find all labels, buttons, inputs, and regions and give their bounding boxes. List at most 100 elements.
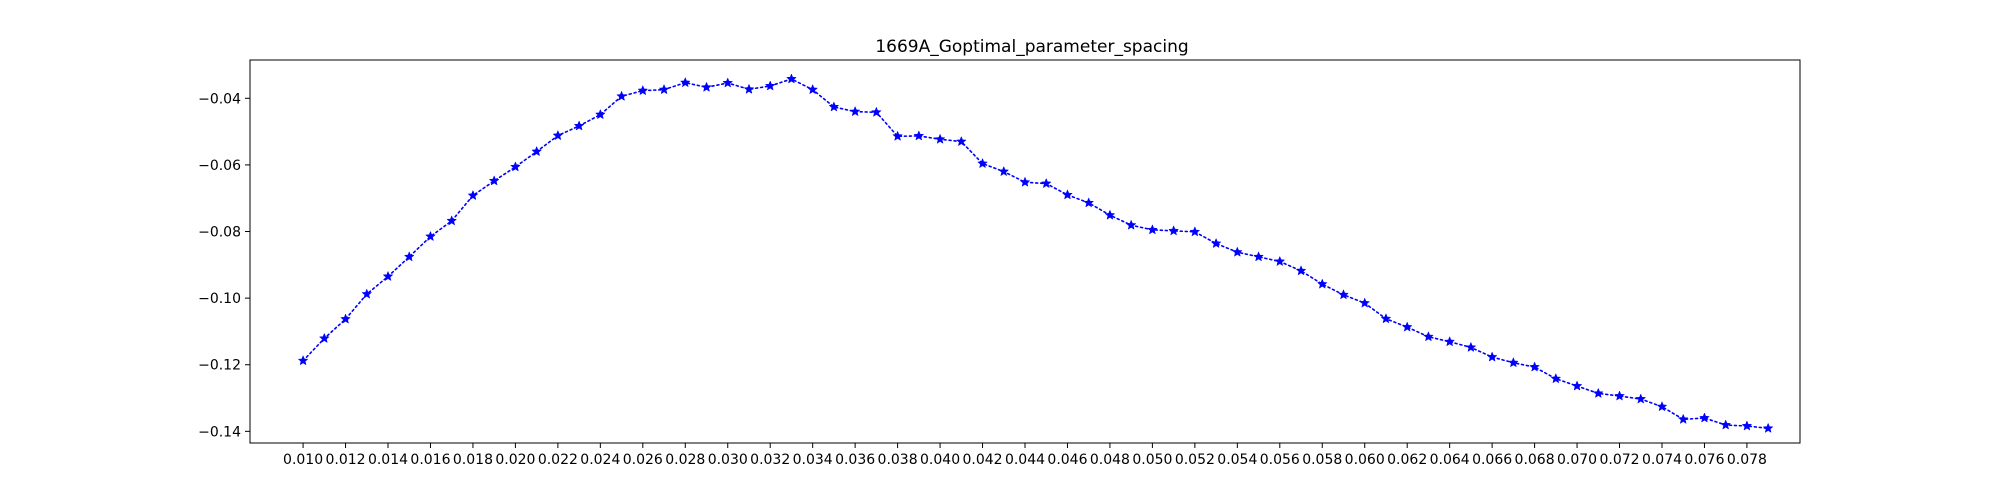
x-tick-label: 0.052	[1175, 452, 1215, 468]
data-point	[637, 84, 649, 96]
data-point	[1359, 297, 1371, 308]
x-tick-label: 0.022	[538, 452, 578, 468]
data-point	[1231, 246, 1243, 257]
x-tick-label: 0.070	[1557, 452, 1597, 468]
data-point	[531, 145, 543, 157]
x-tick-label: 0.064	[1430, 452, 1470, 468]
data-point	[1040, 177, 1052, 189]
data-point	[658, 83, 670, 95]
x-tick-label: 0.066	[1472, 452, 1512, 468]
x-tick-label: 0.074	[1642, 452, 1682, 468]
data-point	[1062, 189, 1073, 200]
x-tick-label: 0.050	[1132, 452, 1172, 468]
data-point	[573, 120, 585, 131]
y-tick-label: −0.12	[198, 358, 241, 374]
data-point	[446, 215, 458, 226]
data-point	[701, 81, 712, 92]
x-tick-label: 0.058	[1302, 452, 1342, 468]
data-point	[1507, 357, 1519, 368]
data-point	[1019, 176, 1031, 187]
data-point	[1274, 255, 1286, 267]
y-tick-label: −0.06	[198, 158, 241, 174]
data-point	[934, 133, 946, 144]
x-tick-label: 0.048	[1090, 452, 1130, 468]
data-point	[892, 130, 903, 141]
data-point	[1592, 387, 1604, 398]
x-tick-label: 0.042	[962, 452, 1002, 468]
y-tick-label: −0.14	[198, 424, 241, 440]
x-tick-label: 0.032	[750, 452, 790, 468]
x-tick-label: 0.016	[410, 452, 450, 468]
data-point	[1168, 225, 1180, 236]
data-point	[1401, 321, 1413, 332]
x-tick-label: 0.068	[1515, 452, 1555, 468]
data-point	[1444, 336, 1456, 347]
data-point	[1720, 419, 1732, 430]
x-tick-label: 0.038	[878, 452, 918, 468]
chart-title: 1669A_Goptimal_parameter_spacing	[875, 37, 1188, 57]
y-tick-label: −0.10	[198, 291, 241, 307]
series-line	[302, 78, 1769, 430]
data-point	[1529, 361, 1540, 372]
data-point	[467, 189, 479, 201]
x-tick-label: 0.040	[920, 452, 960, 468]
x-tick-label: 0.078	[1727, 452, 1767, 468]
data-point	[318, 332, 330, 344]
x-tick-label: 0.018	[453, 452, 493, 468]
data-point	[1550, 373, 1562, 384]
data-point	[1253, 251, 1264, 262]
x-tick-label: 0.034	[793, 452, 833, 468]
data-point	[1614, 390, 1625, 401]
data-point	[1338, 289, 1349, 300]
x-tick-label: 0.036	[835, 452, 875, 468]
plot-area: 0.010 0.012 0.014 0.016 0.018 0.020 0.022 0.024…	[198, 59, 1801, 468]
data-point	[616, 90, 627, 101]
data-point	[382, 270, 394, 282]
y-tick-label: −0.04	[198, 91, 241, 107]
data-point	[913, 130, 925, 141]
data-point	[679, 76, 691, 88]
data-point	[510, 161, 521, 172]
x-tick-label: 0.020	[495, 452, 535, 468]
data-point	[764, 80, 776, 91]
data-point	[297, 355, 309, 366]
x-tick-label: 0.028	[665, 452, 705, 468]
y-tick-label: −0.08	[198, 225, 241, 241]
x-tick-label: 0.072	[1599, 452, 1639, 468]
data-point	[1635, 393, 1647, 404]
data-point	[1295, 265, 1307, 276]
data-point	[1571, 380, 1583, 391]
data-point	[1486, 351, 1498, 362]
data-point	[786, 73, 797, 84]
data-point	[722, 77, 734, 88]
data-point	[870, 106, 882, 117]
data-point	[1423, 331, 1434, 342]
x-tick-label: 0.062	[1387, 452, 1427, 468]
data-point	[1083, 197, 1095, 208]
x-tick-label: 0.060	[1345, 452, 1385, 468]
data-point	[849, 105, 861, 117]
x-tick-label: 0.012	[326, 452, 366, 468]
data-point	[1316, 278, 1328, 289]
data-point	[807, 83, 819, 95]
data-point	[1699, 412, 1710, 423]
x-tick-label: 0.030	[708, 452, 748, 468]
data-point	[1147, 224, 1158, 235]
x-tick-label: 0.056	[1260, 452, 1300, 468]
x-tick-label: 0.044	[1005, 452, 1045, 468]
data-point	[955, 135, 967, 147]
data-point	[1380, 313, 1392, 324]
data-point	[828, 101, 840, 112]
data-point	[1465, 341, 1477, 353]
data-point	[1189, 226, 1201, 237]
data-point	[488, 175, 500, 186]
data-point	[1741, 420, 1753, 431]
data-point	[1656, 401, 1668, 412]
data-point	[594, 108, 606, 120]
data-point	[1125, 219, 1137, 230]
data-point	[998, 165, 1010, 177]
x-tick-label: 0.076	[1684, 452, 1724, 468]
data-point	[1104, 209, 1116, 220]
